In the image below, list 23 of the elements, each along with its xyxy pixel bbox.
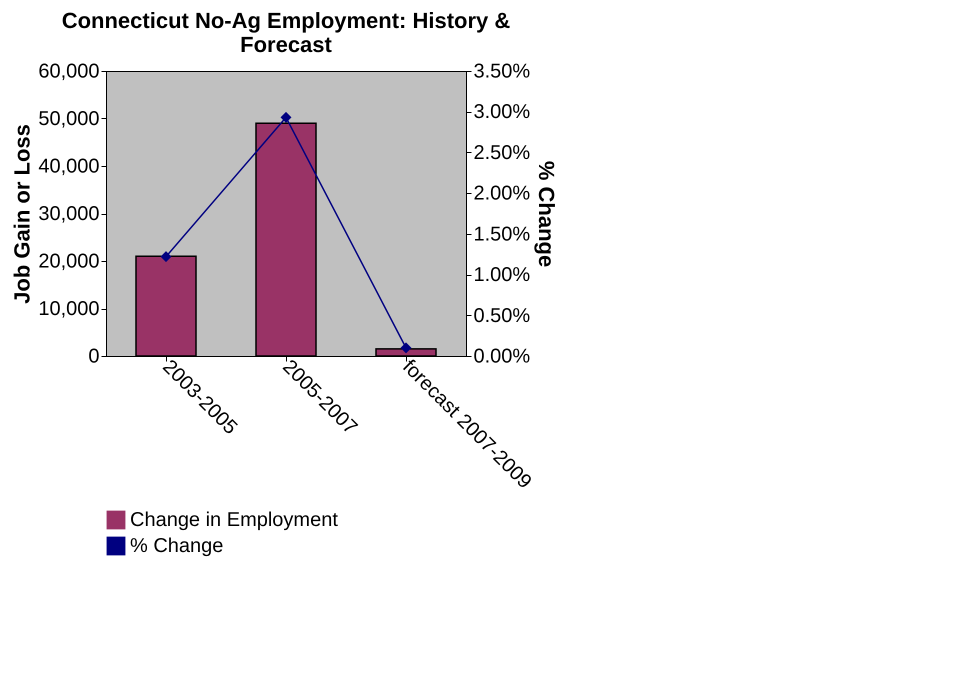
y-tick-label: 60,000 xyxy=(38,60,100,82)
legend-label: Change in Employment xyxy=(130,509,338,531)
y2-tick-label: 0.50% xyxy=(474,304,530,327)
y-tick-label: 10,000 xyxy=(38,298,100,320)
point xyxy=(400,342,412,354)
y-tick-label: 40,000 xyxy=(38,156,100,178)
y2-tick-label: 0.00% xyxy=(474,346,530,368)
y-axis-title: Job Gain or Loss xyxy=(9,124,34,304)
point xyxy=(280,112,292,123)
legend-label: % Change xyxy=(130,535,224,557)
y-tick-label: 20,000 xyxy=(38,250,100,272)
y2-tick-label: 2.50% xyxy=(474,142,530,164)
chart-title: Connecticut No-Ag Employment: History & Forecast xyxy=(62,8,510,57)
y2-tick-label: 3.50% xyxy=(474,60,530,82)
y-tick-label: 30,000 xyxy=(38,203,100,225)
y2-tick-label: 1.50% xyxy=(474,223,530,246)
y-tick-label: 0 xyxy=(88,346,100,368)
y2-tick-label: 3.00% xyxy=(474,101,530,124)
y2-tick-label: 1.00% xyxy=(474,264,530,286)
y2-axis-title: % Change xyxy=(534,160,560,268)
y-tick-label: 50,000 xyxy=(38,108,100,130)
y2-tick-label: 2.00% xyxy=(474,182,530,205)
point xyxy=(160,251,172,262)
